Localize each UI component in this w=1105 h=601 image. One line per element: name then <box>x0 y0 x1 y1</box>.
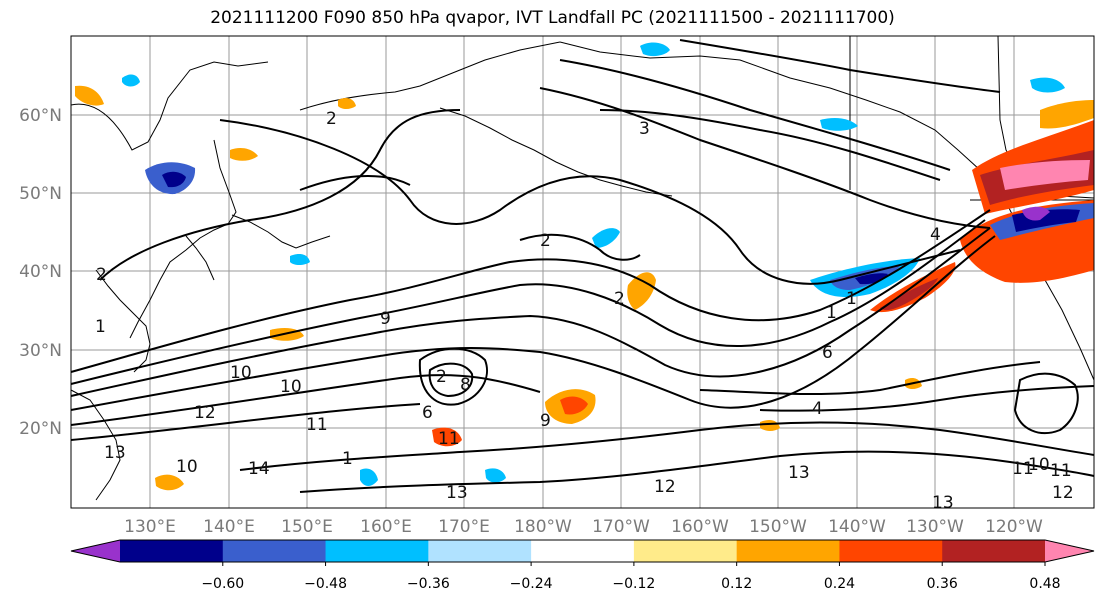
latitude-label: 30°N <box>19 341 62 361</box>
latitude-label: 20°N <box>19 419 62 439</box>
colorbar-tick-label: −0.60 <box>201 576 244 592</box>
ivt-contours <box>70 39 1095 493</box>
colorbar-tick-label: 0.12 <box>721 576 752 592</box>
contour-label: 4 <box>812 399 823 419</box>
longitude-label: 180°W <box>514 517 572 537</box>
colorbar <box>70 539 1095 563</box>
contour-label: 2 <box>96 265 107 285</box>
contour-label: 2 <box>614 289 625 309</box>
longitude-label: 140°W <box>828 517 886 537</box>
contour-label: 11 <box>306 415 328 435</box>
colorbar-tick-label: −0.12 <box>612 576 655 592</box>
contour-label: 2 <box>436 367 447 387</box>
longitude-label: 120°W <box>985 517 1043 537</box>
contour-label: 11 <box>438 429 460 449</box>
colorbar-tick-label: −0.24 <box>510 576 553 592</box>
colorbar-segment <box>222 540 327 562</box>
contour-label: 13 <box>446 483 468 503</box>
chart-title: 2021111200 F090 850 hPa qvapor, IVT Land… <box>210 8 895 28</box>
colorbar-segment <box>839 540 943 562</box>
colorbar-segment <box>120 540 224 562</box>
contour-label: 1 <box>846 289 857 309</box>
colorbar-outline <box>70 539 1095 563</box>
coastlines <box>70 35 1095 501</box>
colorbar-segment <box>633 540 738 562</box>
contour-label: 3 <box>639 119 650 139</box>
contour-label: 4 <box>930 225 941 245</box>
latitude-label: 50°N <box>19 184 62 204</box>
longitude-label: 160°E <box>360 517 412 537</box>
contour-label: 14 <box>248 459 270 479</box>
colorbar-segment <box>736 540 840 562</box>
longitude-label: 170°E <box>438 517 490 537</box>
colorbar-segment <box>325 540 429 562</box>
latitude-label: 40°N <box>19 262 62 282</box>
contour-label: 6 <box>422 403 433 423</box>
anomaly-shading <box>75 42 1094 491</box>
colorbar-segment <box>71 540 120 562</box>
contour-label: 13 <box>104 443 126 463</box>
longitude-label: 150°W <box>749 517 807 537</box>
longitude-label: 160°W <box>671 517 729 537</box>
colorbar-tick-label: −0.36 <box>407 576 450 592</box>
colorbar-segment <box>428 540 532 562</box>
latitude-labels: 60°N 50°N 40°N 30°N 20°N <box>19 106 62 439</box>
contour-labels: 3 2 2 2 4 1 1 9 10 10 12 11 13 14 10 2 8… <box>95 109 1074 513</box>
contour-label: 1 <box>826 303 837 323</box>
contour-label: 9 <box>540 411 551 431</box>
colorbar-tick-label: 0.48 <box>1029 576 1060 592</box>
contour-label: 11 <box>1012 459 1034 479</box>
contour-label: 8 <box>460 375 471 395</box>
colorbar-tick-label: 0.36 <box>927 576 958 592</box>
longitude-label: 150°E <box>281 517 333 537</box>
colorbar-segment <box>942 540 1046 562</box>
contour-label: 1 <box>342 449 353 469</box>
contour-label: 1 <box>95 317 106 337</box>
contour-label: 12 <box>194 403 216 423</box>
longitude-label: 130°W <box>906 517 964 537</box>
contour-label: 6 <box>822 343 833 363</box>
colorbar-segment <box>531 540 635 562</box>
contour-label: 11 <box>1050 461 1072 481</box>
contour-label: 12 <box>1052 483 1074 503</box>
contour-label: 10 <box>230 363 252 383</box>
colorbar-tick-labels: −0.60 −0.48 −0.36 −0.24 −0.12 0.12 0.24 0.36 0.4… <box>201 562 1061 592</box>
contour-label: 2 <box>326 109 337 129</box>
contour-label: 13 <box>932 493 954 513</box>
longitude-label: 130°E <box>124 517 176 537</box>
contour-label: 13 <box>788 463 810 483</box>
longitude-label: 170°W <box>592 517 650 537</box>
colorbar-tick-label: −0.48 <box>304 576 347 592</box>
latitude-label: 60°N <box>19 106 62 126</box>
contour-label: 9 <box>380 309 391 329</box>
contour-label: 2 <box>540 231 551 251</box>
contour-label: 10 <box>176 457 198 477</box>
contour-label: 10 <box>280 377 302 397</box>
map-border <box>70 35 1095 509</box>
contour-label: 10 <box>1028 455 1050 475</box>
contour-label: 12 <box>654 477 676 497</box>
colorbar-tick-label: 0.24 <box>824 576 855 592</box>
colorbar-segment <box>1045 540 1094 562</box>
longitude-labels: 130°E 140°E 150°E 160°E 170°E 180°W 170°W 160°W… <box>124 517 1043 537</box>
longitude-label: 140°E <box>203 517 255 537</box>
